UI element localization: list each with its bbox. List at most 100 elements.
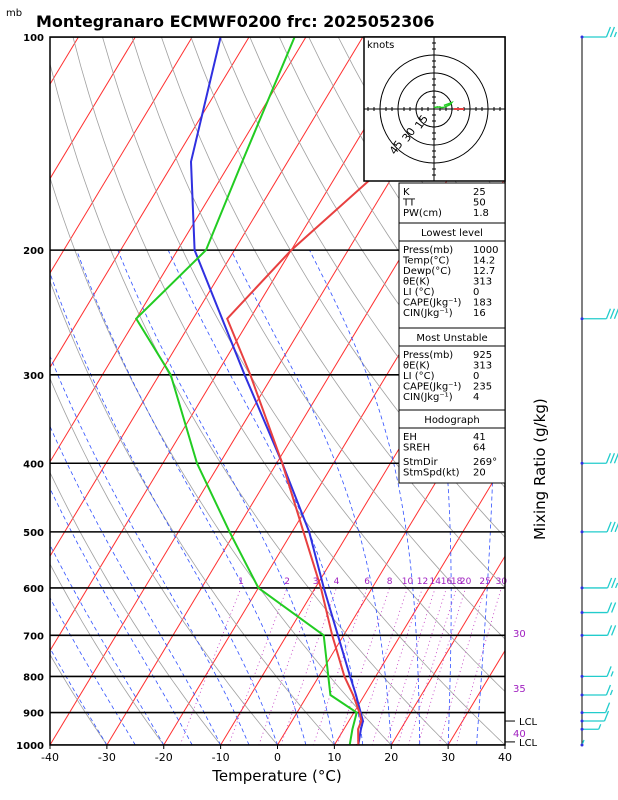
wind-barb-full <box>604 702 611 713</box>
table-row-label: CIN(Jkg⁻¹) <box>403 308 453 319</box>
table-row-value: 313 <box>473 277 492 288</box>
y-axis-label: Mixing Ratio (g/kg) <box>531 398 549 540</box>
wind-barb-half <box>613 31 618 38</box>
wind-barb-full <box>605 453 612 464</box>
x-axis-label: Temperature (°C) <box>211 767 341 785</box>
dry-adiabat-line <box>50 471 221 745</box>
wind-barb-full <box>609 308 616 319</box>
wind-barb-half <box>609 689 614 696</box>
wind-barb-full <box>611 602 617 613</box>
mixing-ratio-label: 25 <box>479 577 490 587</box>
isotherm-line <box>163 177 505 745</box>
mixing-ratio-label: 4 <box>334 577 340 587</box>
dry-adiabat-label: 30 <box>513 629 526 640</box>
wind-barb-base <box>580 743 584 747</box>
wind-barb <box>580 453 618 465</box>
dewpoint-line <box>134 37 358 745</box>
isotherm-line <box>333 460 505 745</box>
mixing-ratio-line <box>417 587 467 745</box>
isotherm-line <box>50 37 421 652</box>
isotherm-line <box>50 37 136 180</box>
table-row-value: 50 <box>473 198 486 209</box>
table-row-value: 12.7 <box>473 266 495 277</box>
table-row-label: EH <box>403 432 417 443</box>
wind-barb <box>580 577 618 590</box>
wind-barb-base <box>580 633 584 637</box>
isotherm-line <box>0 37 22 745</box>
table-row-value: 64 <box>473 443 486 454</box>
dry-adiabat-line <box>50 377 278 745</box>
x-tick-label: 20 <box>384 751 398 764</box>
wind-barb-base <box>580 35 584 39</box>
wind-barb <box>580 602 617 615</box>
pressure-tick-label: 600 <box>23 584 44 595</box>
mixing-ratio-label: 14 <box>430 577 442 587</box>
mixing-ratio-line <box>397 587 447 745</box>
wind-barb-full <box>606 666 612 677</box>
moist-adiabat-line <box>50 425 221 745</box>
wind-barb-full <box>613 453 618 464</box>
wind-barb-full <box>613 308 618 319</box>
wind-barb-full <box>603 710 610 722</box>
moist-adiabat-line <box>50 647 108 745</box>
table-general-box <box>398 182 506 224</box>
isotherm-line <box>50 37 250 369</box>
table-row-label: K <box>403 187 410 198</box>
mixing-ratio-label: 8 <box>387 577 393 587</box>
isotherm-line <box>390 555 505 745</box>
table-row-label: θE(K) <box>403 277 430 288</box>
table-hodograph-box <box>398 409 506 484</box>
wind-barb-base <box>580 719 584 723</box>
table-section-title: Most Unstable <box>416 333 487 344</box>
table-row-label: Dewp(°C) <box>403 266 451 277</box>
wind-barb-base <box>580 693 584 697</box>
wind-barb <box>580 308 618 321</box>
moist-adiabat-line <box>230 249 392 745</box>
table-row-label: LI (°C) <box>403 371 435 382</box>
wind-barb <box>580 521 618 534</box>
dry-adiabat-label: 40 <box>513 729 526 740</box>
wind-barb-full <box>611 577 617 589</box>
table-row-value: 41 <box>473 432 486 443</box>
pressure-tick-label: 300 <box>23 371 44 382</box>
wind-barb-base <box>580 727 584 731</box>
mixing-ratio-line <box>258 587 316 745</box>
x-tick-label: 30 <box>441 751 455 764</box>
pressure-tick-label: 1000 <box>16 741 44 752</box>
x-tick-label: -40 <box>41 751 59 764</box>
wind-barb-full <box>610 521 616 533</box>
wind-barb-base <box>580 711 584 715</box>
mixing-ratio-line <box>179 587 242 745</box>
mixing-ratio-label: 3 <box>313 577 319 587</box>
table-row-value: 183 <box>473 298 492 309</box>
wind-barb <box>580 739 585 747</box>
table-row-value: 313 <box>473 361 492 372</box>
table-row-value: 269° <box>473 457 497 468</box>
table-row-label: CIN(Jkg⁻¹) <box>403 392 453 403</box>
dry-adiabat-label: 35 <box>513 684 526 695</box>
mixing-ratio-label: 18 <box>451 577 463 587</box>
x-tick-label: 40 <box>498 751 512 764</box>
pressure-unit-label: mb <box>6 8 22 19</box>
wind-barb-full <box>605 684 612 696</box>
isotherm-line <box>50 37 364 558</box>
x-tick-label: -30 <box>98 751 116 764</box>
wind-barb <box>580 702 611 715</box>
table-row-label: CAPE(Jkg⁻¹) <box>403 298 461 309</box>
wind-barb-base <box>580 674 584 678</box>
wind-barb <box>580 26 618 39</box>
dry-adiabat-line <box>50 653 108 745</box>
wind-barb-full <box>607 577 613 589</box>
table-row-value: 25 <box>473 187 486 198</box>
dry-adiabat-line <box>161 37 505 589</box>
dry-adiabat-line <box>190 37 505 538</box>
table-row-value: 0 <box>473 371 479 382</box>
x-tick-label: -20 <box>155 751 173 764</box>
table-row-value: 14.2 <box>473 256 495 267</box>
mixing-ratio-label: 20 <box>460 577 472 587</box>
mixing-ratio-label: 2 <box>284 577 290 587</box>
table-row-value: 1.8 <box>473 208 489 219</box>
table-row-value: 925 <box>473 350 492 361</box>
pressure-tick-label: 500 <box>23 528 44 539</box>
